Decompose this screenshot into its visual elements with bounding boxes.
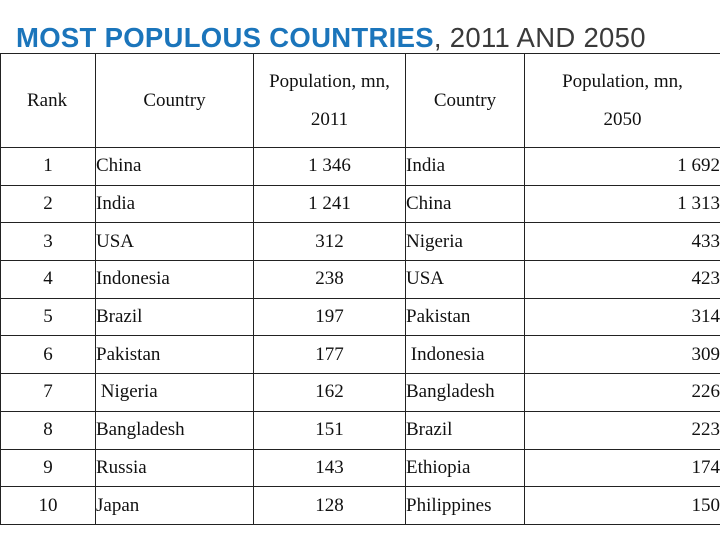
cell-country-2011: India [95, 184, 254, 224]
header-population-2011: Population, mn, 2011 [253, 53, 406, 148]
cell-population-2011: 162 [253, 373, 406, 412]
page-title: MOST POPULOUS COUNTRIES, 2011 AND 2050 [16, 20, 716, 56]
cell-country-2050: China [405, 184, 525, 224]
table-row: 2 India 1 241 China 1 313 [0, 184, 720, 224]
population-table: Rank Country Population, mn, 2011 Countr… [0, 53, 720, 525]
cell-population-2011: 143 [253, 448, 406, 488]
header-population-2011-line2: 2011 [310, 108, 349, 130]
cell-rank: 4 [0, 260, 96, 299]
table-row: 10 Japan 128 Philippines 150 [0, 486, 720, 525]
cell-population-2011: 128 [253, 486, 406, 525]
cell-country-2050: Brazil [405, 410, 525, 450]
cell-country-2050: Bangladesh [405, 373, 525, 412]
table-row: 7 Nigeria 162 Bangladesh 226 [0, 373, 720, 412]
table-row: 9 Russia 143 Ethiopia 174 [0, 448, 720, 488]
cell-population-2050: 1 313 [524, 184, 720, 224]
cell-population-2050: 423 [524, 260, 720, 299]
cell-country-2050: USA [405, 260, 525, 299]
cell-country-2011: Nigeria [95, 373, 254, 412]
header-population-2050-line2: 2050 [603, 108, 642, 130]
cell-population-2011: 197 [253, 297, 406, 337]
table-row: 3 USA 312 Nigeria 433 [0, 222, 720, 262]
cell-country-2050: Indonesia [405, 335, 525, 375]
cell-rank: 6 [0, 335, 96, 375]
header-rank: Rank [0, 53, 96, 148]
cell-population-2050: 226 [524, 373, 720, 412]
header-population-2050-line1: Population, mn, [562, 70, 683, 92]
cell-population-2011: 312 [253, 222, 406, 262]
cell-rank: 10 [0, 486, 96, 525]
cell-country-2011: Indonesia [95, 260, 254, 299]
cell-country-2011: China [95, 147, 254, 186]
cell-rank: 8 [0, 410, 96, 450]
cell-country-2050: Ethiopia [405, 448, 525, 488]
cell-population-2050: 314 [524, 297, 720, 337]
table-row: 1 China 1 346 India 1 692 [0, 147, 720, 186]
table-row: 4 Indonesia 238 USA 423 [0, 260, 720, 299]
title-years: , 2011 AND 2050 [433, 22, 646, 53]
cell-rank: 5 [0, 297, 96, 337]
cell-country-2011: Russia [95, 448, 254, 488]
cell-population-2050: 433 [524, 222, 720, 262]
cell-population-2050: 174 [524, 448, 720, 488]
cell-country-2011: Brazil [95, 297, 254, 337]
cell-country-2050: Pakistan [405, 297, 525, 337]
header-country-2011: Country [95, 53, 254, 148]
cell-country-2011: Japan [95, 486, 254, 525]
cell-rank: 1 [0, 147, 96, 186]
cell-population-2011: 151 [253, 410, 406, 450]
cell-rank: 7 [0, 373, 96, 412]
cell-population-2011: 238 [253, 260, 406, 299]
table-row: 5 Brazil 197 Pakistan 314 [0, 297, 720, 337]
cell-country-2011: USA [95, 222, 254, 262]
cell-population-2011: 177 [253, 335, 406, 375]
cell-rank: 2 [0, 184, 96, 224]
title-main: MOST POPULOUS COUNTRIES [16, 22, 434, 53]
table-row: 8 Bangladesh 151 Brazil 223 [0, 410, 720, 450]
cell-population-2050: 309 [524, 335, 720, 375]
cell-rank: 9 [0, 448, 96, 488]
header-population-2050: Population, mn, 2050 [524, 53, 720, 148]
cell-country-2050: India [405, 147, 525, 186]
cell-population-2050: 223 [524, 410, 720, 450]
cell-population-2050: 150 [524, 486, 720, 525]
cell-country-2050: Nigeria [405, 222, 525, 262]
header-population-2011-line1: Population, mn, [269, 70, 390, 92]
table-row: 6 Pakistan 177 Indonesia 309 [0, 335, 720, 375]
cell-population-2011: 1 346 [253, 147, 406, 186]
cell-population-2050: 1 692 [524, 147, 720, 186]
cell-population-2011: 1 241 [253, 184, 406, 224]
table-body: 1 China 1 346 India 1 692 2 India 1 241 China 1 3… [0, 147, 720, 525]
header-country-2050: Country [405, 53, 525, 148]
cell-rank: 3 [0, 222, 96, 262]
cell-country-2011: Bangladesh [95, 410, 254, 450]
cell-country-2011: Pakistan [95, 335, 254, 375]
table-header-row: Rank Country Population, mn, 2011 Countr… [0, 53, 720, 148]
cell-country-2050: Philippines [405, 486, 525, 525]
